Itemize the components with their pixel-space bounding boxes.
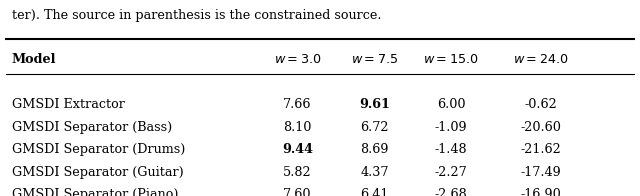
Text: -1.48: -1.48: [435, 143, 467, 156]
Text: $w = 15.0$: $w = 15.0$: [424, 53, 479, 66]
Text: $w = 24.0$: $w = 24.0$: [513, 53, 568, 66]
Text: 4.37: 4.37: [360, 166, 388, 179]
Text: 8.69: 8.69: [360, 143, 388, 156]
Text: 5.82: 5.82: [284, 166, 312, 179]
Text: 9.44: 9.44: [282, 143, 313, 156]
Text: GMSDI Separator (Drums): GMSDI Separator (Drums): [12, 143, 185, 156]
Text: 6.00: 6.00: [437, 98, 465, 111]
Text: -17.49: -17.49: [520, 166, 561, 179]
Text: 8.10: 8.10: [284, 121, 312, 133]
Text: -21.62: -21.62: [520, 143, 561, 156]
Text: 6.41: 6.41: [360, 188, 388, 196]
Text: -2.68: -2.68: [435, 188, 468, 196]
Text: GMSDI Separator (Piano): GMSDI Separator (Piano): [12, 188, 178, 196]
Text: Model: Model: [12, 53, 56, 66]
Text: 9.61: 9.61: [359, 98, 390, 111]
Text: GMSDI Separator (Guitar): GMSDI Separator (Guitar): [12, 166, 183, 179]
Text: 6.72: 6.72: [360, 121, 388, 133]
Text: ter). The source in parenthesis is the constrained source.: ter). The source in parenthesis is the c…: [12, 9, 381, 22]
Text: GMSDI Extractor: GMSDI Extractor: [12, 98, 124, 111]
Text: -16.90: -16.90: [520, 188, 561, 196]
Text: -2.27: -2.27: [435, 166, 468, 179]
Text: -20.60: -20.60: [520, 121, 561, 133]
Text: $w = 3.0$: $w = 3.0$: [274, 53, 321, 66]
Text: GMSDI Separator (Bass): GMSDI Separator (Bass): [12, 121, 172, 133]
Text: 7.66: 7.66: [284, 98, 312, 111]
Text: 7.60: 7.60: [284, 188, 312, 196]
Text: -0.62: -0.62: [524, 98, 557, 111]
Text: -1.09: -1.09: [435, 121, 467, 133]
Text: $w = 7.5$: $w = 7.5$: [351, 53, 398, 66]
